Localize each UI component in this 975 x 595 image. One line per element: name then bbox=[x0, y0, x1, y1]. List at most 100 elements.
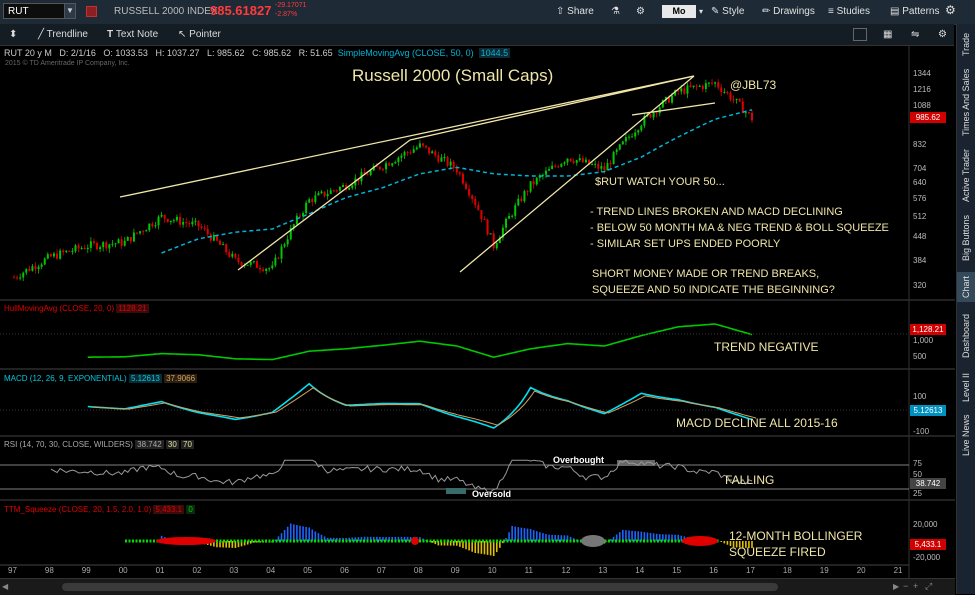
candle-body bbox=[59, 251, 61, 259]
overbought-label: Overbought bbox=[553, 455, 604, 465]
ttm-bar bbox=[508, 532, 510, 541]
candle-body bbox=[84, 248, 86, 249]
candle-body bbox=[265, 269, 267, 271]
candle-body bbox=[71, 251, 73, 252]
tab-big-buttons[interactable]: Big Buttons bbox=[957, 212, 975, 264]
scrollbar-thumb[interactable] bbox=[62, 583, 778, 591]
trend-note: TREND NEGATIVE bbox=[714, 340, 818, 354]
candle-body bbox=[536, 178, 538, 184]
candle-body bbox=[453, 162, 455, 168]
candle-body bbox=[573, 161, 575, 163]
candle-body bbox=[480, 210, 482, 219]
time-tick: 15 bbox=[672, 566, 681, 575]
candle-body bbox=[13, 277, 15, 278]
candle-body bbox=[431, 151, 433, 153]
candle-body bbox=[385, 163, 387, 169]
price-tick: 320 bbox=[913, 281, 926, 290]
macd-study-label[interactable]: MACD (12, 26, 9, EXPONENTIAL) 5.12613 37… bbox=[4, 373, 197, 385]
scroll-left-icon[interactable]: ◀ bbox=[2, 582, 8, 591]
candle-body bbox=[397, 158, 399, 162]
candle-body bbox=[35, 266, 37, 269]
candle-body bbox=[483, 219, 485, 220]
ttm-bar bbox=[634, 531, 636, 541]
candle-body bbox=[237, 258, 239, 262]
candle-body bbox=[305, 203, 307, 213]
macd-line bbox=[88, 384, 752, 428]
candle-body bbox=[413, 149, 415, 152]
candle-body bbox=[330, 190, 332, 194]
zoom-fit-icon[interactable]: ⤢ bbox=[925, 581, 932, 592]
time-tick: 21 bbox=[894, 566, 903, 575]
zoom-in-icon[interactable]: + bbox=[913, 581, 918, 591]
price-tick: 704 bbox=[913, 164, 926, 173]
candle-body bbox=[388, 163, 390, 165]
candle-body bbox=[437, 155, 439, 161]
ttm-bar bbox=[474, 541, 476, 553]
candle-body bbox=[450, 162, 452, 166]
tab-times-and-sales[interactable]: Times And Sales bbox=[957, 66, 975, 138]
candle-body bbox=[557, 166, 559, 167]
candle-body bbox=[90, 241, 92, 248]
candle-body bbox=[487, 219, 489, 234]
candle-body bbox=[158, 217, 160, 226]
zoom-out-icon[interactable]: − bbox=[903, 581, 908, 591]
tab-level-ii[interactable]: Level II bbox=[957, 370, 975, 404]
hull-study-label[interactable]: HullMovingAvg (CLOSE, 20, 0) 1128.21 bbox=[4, 303, 149, 315]
tab-live-news[interactable]: Live News bbox=[957, 412, 975, 458]
candle-body bbox=[38, 267, 40, 269]
candle-body bbox=[585, 160, 587, 163]
candle-body bbox=[262, 269, 264, 271]
candle-body bbox=[327, 194, 329, 196]
candle-body bbox=[468, 189, 470, 195]
candle-body bbox=[434, 151, 436, 155]
time-tick: 14 bbox=[635, 566, 644, 575]
candle-body bbox=[182, 222, 184, 225]
candle-body bbox=[511, 216, 513, 217]
candle-body bbox=[93, 241, 95, 243]
candle-body bbox=[622, 141, 624, 144]
squeeze-on-marker bbox=[411, 537, 419, 545]
candle-body bbox=[336, 190, 338, 191]
ttm-bar bbox=[471, 541, 473, 552]
ttm-bar bbox=[481, 541, 483, 554]
ttm-bar bbox=[308, 527, 310, 541]
candle-body bbox=[219, 241, 221, 245]
candle-body bbox=[603, 166, 605, 170]
ttm-bar bbox=[720, 541, 722, 542]
time-tick: 09 bbox=[451, 566, 460, 575]
candle-body bbox=[259, 268, 261, 270]
watch-note: $RUT WATCH YOUR 50... bbox=[595, 176, 725, 188]
price-tick: 1216 bbox=[913, 85, 931, 94]
candle-body bbox=[739, 99, 741, 102]
ttm-tag: 5,433.1 bbox=[910, 539, 946, 550]
scroll-right-icon[interactable]: ▶ bbox=[893, 582, 899, 591]
horizontal-scrollbar[interactable]: ◀ ▶ − + ⤢ bbox=[0, 578, 955, 595]
candle-body bbox=[459, 172, 461, 173]
candle-body bbox=[277, 258, 279, 259]
candle-body bbox=[68, 251, 70, 252]
candle-body bbox=[314, 195, 316, 202]
candle-body bbox=[631, 136, 633, 137]
tab-dashboard[interactable]: Dashboard bbox=[957, 310, 975, 362]
ttm-bar bbox=[527, 529, 529, 541]
candle-body bbox=[176, 217, 178, 220]
ttm-study-label[interactable]: TTM_Squeeze (CLOSE, 20, 1.5, 2.0, 1.0) 5… bbox=[4, 504, 195, 516]
time-tick: 01 bbox=[156, 566, 165, 575]
tab-chart[interactable]: Chart bbox=[957, 272, 975, 302]
macd-signal-line bbox=[92, 388, 756, 425]
candle-body bbox=[391, 163, 393, 165]
tab-trade[interactable]: Trade bbox=[957, 30, 975, 58]
candle-body bbox=[299, 216, 301, 217]
candle-body bbox=[16, 277, 18, 278]
ttm-bar bbox=[355, 537, 357, 541]
time-tick: 13 bbox=[598, 566, 607, 575]
time-tick: 03 bbox=[229, 566, 238, 575]
candle-body bbox=[194, 221, 196, 222]
candle-body bbox=[250, 262, 252, 265]
ttm-tick: 20,000 bbox=[913, 520, 937, 529]
tab-active-trader[interactable]: Active Trader bbox=[957, 146, 975, 204]
candle-body bbox=[231, 254, 233, 257]
price-tick: 832 bbox=[913, 140, 926, 149]
time-tick: 19 bbox=[820, 566, 829, 575]
rsi-study-label[interactable]: RSI (14, 70, 30, CLOSE, WILDERS) 38.742 … bbox=[4, 439, 194, 451]
